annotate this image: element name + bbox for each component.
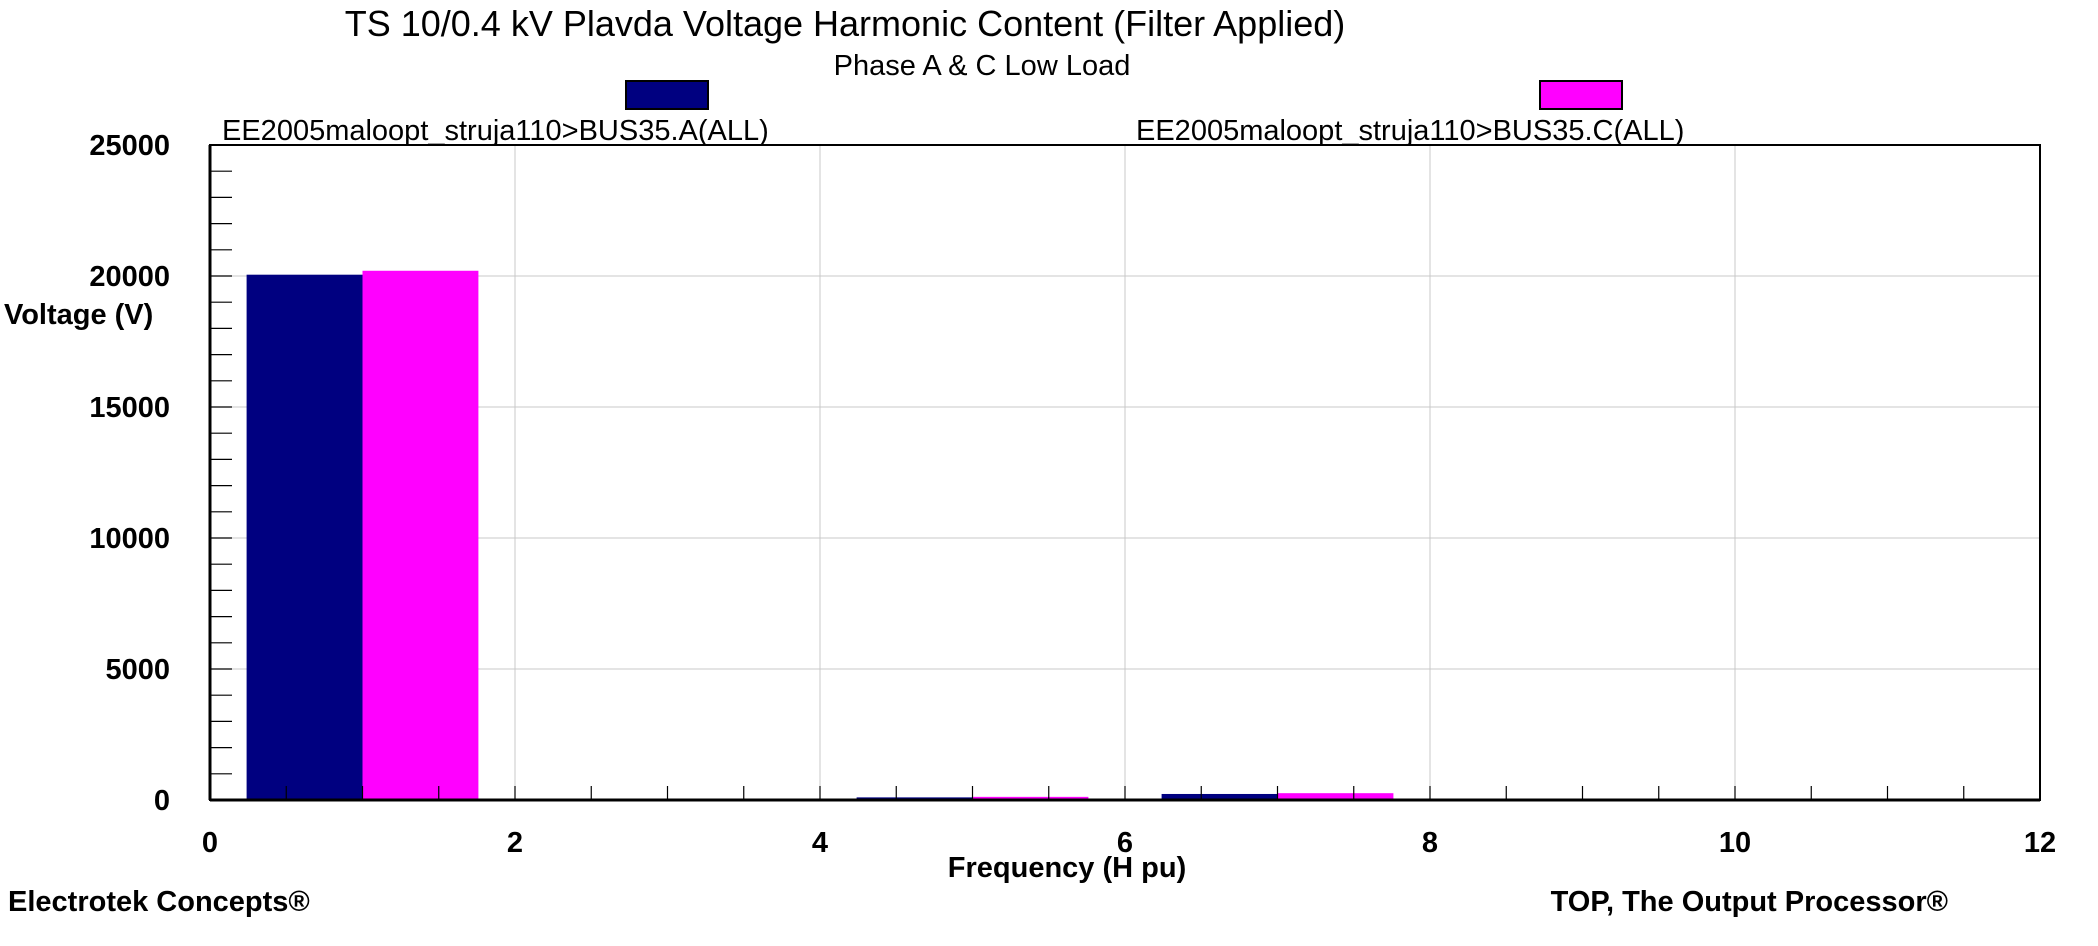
- legend: EE2005maloopt_struja110>BUS35.A(ALL) EE20…: [222, 80, 1684, 147]
- x-tick-label-10: 10: [1719, 827, 1751, 859]
- x-tick-label-8: 8: [1422, 827, 1438, 859]
- y-axis-ticks: 0 5000 10000 15000 20000 25000: [89, 130, 170, 817]
- x-axis-ticks: 0 2 4 6 8 10 12: [202, 827, 2056, 859]
- y-tick-label-15000: 15000: [89, 392, 170, 424]
- x-axis-title: Frequency (H pu): [948, 852, 1186, 884]
- bars: [246, 270, 2004, 801]
- x-tick-label-12: 12: [2024, 827, 2056, 859]
- bar-phase-a-h1: [246, 274, 363, 800]
- legend-swatch-phase-a: [625, 80, 709, 110]
- legend-swatch-phase-c: [1539, 80, 1623, 110]
- footer-right: TOP, The Output Processor®: [1551, 886, 1948, 918]
- bar-phase-c-h1: [362, 270, 479, 800]
- x-tick-label-4: 4: [812, 827, 828, 859]
- minor-ticks: [210, 170, 1965, 800]
- y-tick-label-20000: 20000: [89, 261, 170, 293]
- chart-title: TS 10/0.4 kV Plavda Voltage Harmonic Con…: [345, 3, 1346, 44]
- footer-left: Electrotek Concepts®: [8, 886, 310, 918]
- bar-phase-a-h7: [1161, 793, 1278, 800]
- x-tick-label-2: 2: [507, 827, 523, 859]
- y-tick-label-25000: 25000: [89, 130, 170, 162]
- y-tick-label-5000: 5000: [105, 654, 170, 686]
- legend-label-phase-a: EE2005maloopt_struja110>BUS35.A(ALL): [222, 115, 769, 147]
- x-tick-label-6: 6: [1117, 827, 1133, 859]
- bar-phase-c-h7: [1277, 793, 1394, 800]
- y-tick-label-0: 0: [154, 785, 170, 817]
- x-tick-label-0: 0: [202, 827, 218, 859]
- chart-subtitle: Phase A & C Low Load: [834, 50, 1131, 82]
- legend-label-phase-c: EE2005maloopt_struja110>BUS35.C(ALL): [1136, 115, 1684, 147]
- bar-phase-c-h5: [972, 796, 1089, 800]
- grid: [210, 145, 2040, 800]
- y-tick-label-10000: 10000: [89, 523, 170, 555]
- y-axis-title: Voltage (V): [4, 299, 153, 331]
